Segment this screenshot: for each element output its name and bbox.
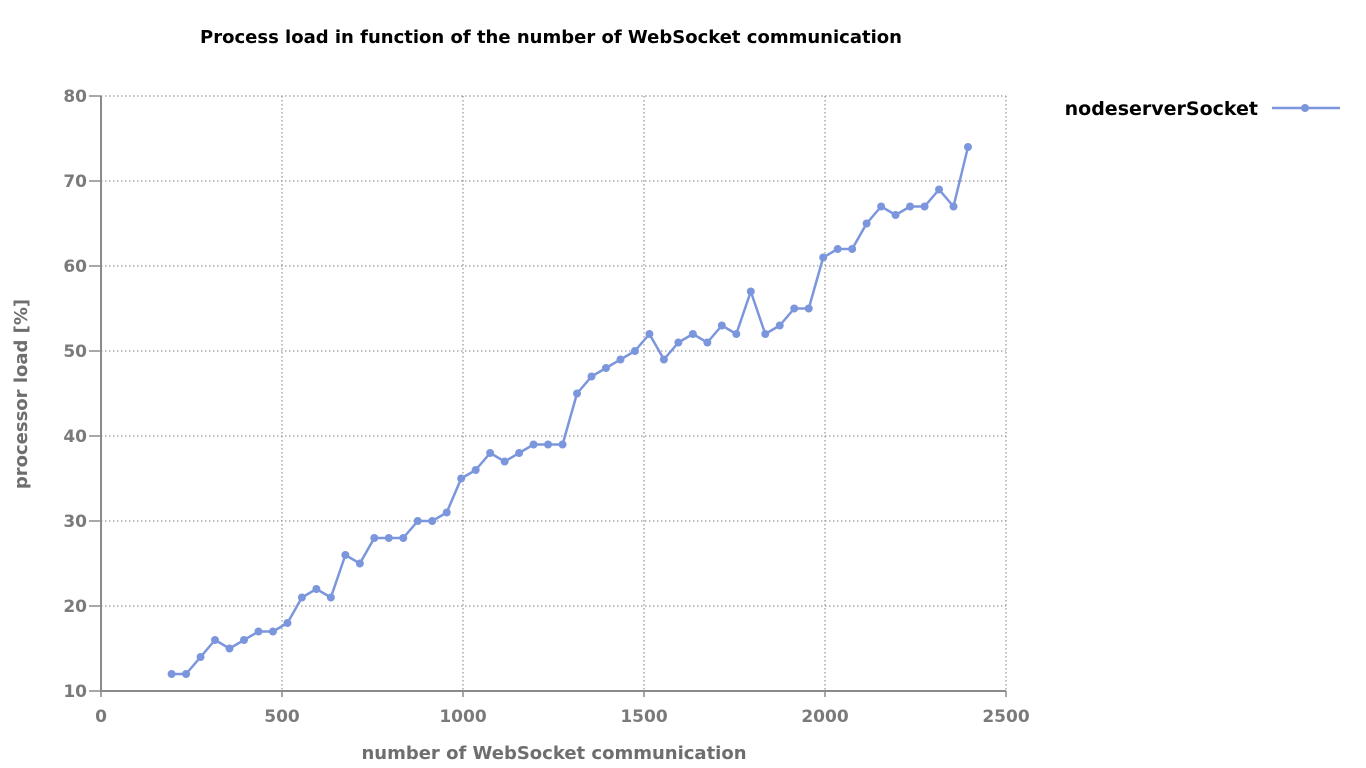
y-tick-label-80: 80 <box>63 87 87 107</box>
x-tick-label-0: 0 <box>95 707 107 727</box>
data-point <box>486 449 495 457</box>
data-point <box>558 440 567 449</box>
data-point <box>804 304 813 313</box>
data-point <box>182 670 191 678</box>
legend-label-nodeserversocket: nodeserverSocket <box>1065 98 1258 120</box>
x-tick-label-1500: 1500 <box>620 707 667 727</box>
x-tick-label-500: 500 <box>264 707 300 727</box>
data-point <box>341 551 350 559</box>
data-point <box>848 245 857 253</box>
data-point <box>746 287 755 296</box>
data-point <box>573 389 582 398</box>
data-point <box>906 202 915 211</box>
x-tick-label-2000: 2000 <box>801 707 848 727</box>
data-point <box>949 202 958 211</box>
data-point <box>819 253 828 262</box>
data-point <box>688 330 697 338</box>
data-point <box>326 593 335 602</box>
data-point <box>370 534 379 542</box>
x-axis-label: number of WebSocket communication <box>361 743 746 764</box>
data-point <box>674 338 683 347</box>
data-point <box>935 185 944 194</box>
data-point <box>833 245 842 253</box>
data-point <box>920 202 929 211</box>
data-point <box>211 636 220 644</box>
chart-title: Process load in function of the number o… <box>200 27 902 48</box>
data-point <box>790 304 799 313</box>
y-tick-label-20: 20 <box>63 597 87 617</box>
data-point <box>239 636 248 644</box>
data-point <box>384 534 393 542</box>
data-point <box>891 211 900 219</box>
data-point <box>167 670 176 678</box>
data-point <box>761 330 770 338</box>
data-point <box>500 457 509 466</box>
series-layer <box>167 143 972 678</box>
data-point <box>312 585 321 593</box>
data-point <box>732 330 741 338</box>
data-point <box>703 338 712 347</box>
data-point <box>399 534 408 542</box>
y-tick-label-50: 50 <box>63 342 87 362</box>
x-tick-label-2500: 2500 <box>982 707 1029 727</box>
y-tick-label-40: 40 <box>63 427 87 447</box>
data-point <box>963 143 972 151</box>
data-point <box>283 619 292 627</box>
data-point <box>442 508 451 517</box>
legend: nodeserverSocket <box>1065 98 1340 120</box>
data-point <box>877 202 886 211</box>
legend-marker-swatch <box>1301 104 1309 112</box>
data-point <box>616 355 625 364</box>
data-point <box>196 653 205 661</box>
data-point <box>297 593 306 602</box>
axes-layer <box>100 96 1006 692</box>
data-point <box>355 559 364 568</box>
data-point <box>630 347 639 355</box>
data-point <box>268 627 277 636</box>
data-point <box>457 474 466 483</box>
data-point <box>471 466 480 474</box>
data-point <box>659 355 668 364</box>
y-axis-label: processor load [%] <box>11 299 32 489</box>
data-point <box>544 440 553 449</box>
data-point <box>413 517 422 525</box>
grid-layer <box>101 95 1007 691</box>
ticks-layer: 0 500 1000 1500 2000 2500 10 20 30 40 50 60 70 80 <box>63 87 1029 727</box>
data-point <box>775 321 784 330</box>
data-point <box>862 219 871 228</box>
y-tick-label-30: 30 <box>63 512 87 532</box>
series-line-0 <box>171 146 970 676</box>
x-tick-label-1000: 1000 <box>439 707 486 727</box>
y-tick-label-60: 60 <box>63 257 87 277</box>
data-point <box>254 627 263 636</box>
data-point <box>428 517 437 525</box>
data-point <box>587 372 596 381</box>
data-point <box>645 330 654 338</box>
data-point <box>529 440 538 449</box>
data-point <box>601 364 610 372</box>
y-tick-label-10: 10 <box>63 682 87 702</box>
data-point <box>225 644 234 653</box>
data-point <box>515 449 524 457</box>
y-tick-label-70: 70 <box>63 172 87 192</box>
data-point <box>717 321 726 330</box>
